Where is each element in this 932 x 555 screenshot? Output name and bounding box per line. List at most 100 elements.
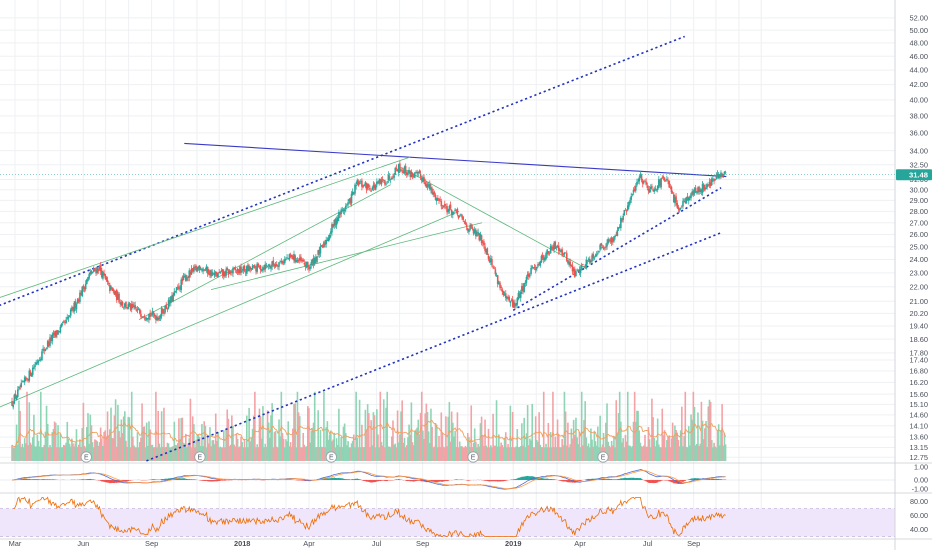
candle-body — [244, 266, 246, 271]
macd-histogram-bar — [360, 479, 361, 480]
candle-body — [495, 269, 497, 274]
candle-body — [391, 178, 393, 180]
candle-body — [134, 305, 136, 308]
candle-body — [264, 264, 266, 269]
candle-body — [41, 351, 43, 360]
candle-body — [234, 267, 236, 270]
candle-body — [671, 187, 673, 193]
earnings-marker[interactable]: E — [326, 452, 336, 462]
trendline-green-trend[interactable] — [0, 211, 459, 419]
candle-body — [302, 260, 304, 262]
candle-body — [260, 266, 262, 270]
candle-body — [638, 178, 640, 182]
candle-body — [622, 216, 624, 220]
earnings-marker-label: E — [84, 455, 89, 462]
price-tick-label: 24.00 — [910, 255, 929, 264]
time-tick-label: Sep — [687, 539, 700, 548]
candle-body — [660, 178, 662, 187]
rsi-tick-label: 40.00 — [910, 525, 928, 534]
candle-body — [607, 239, 609, 243]
candle-body — [653, 190, 655, 192]
rsi-band — [0, 509, 895, 537]
candle-body — [153, 312, 155, 314]
trendline-recent-support[interactable] — [513, 188, 721, 311]
candle-body — [598, 251, 600, 252]
candle-body — [359, 183, 361, 185]
candle-body — [186, 278, 188, 281]
candle-body — [442, 208, 444, 209]
candle-body — [268, 264, 270, 265]
candle-body — [375, 185, 377, 189]
candle-body — [672, 193, 674, 194]
earnings-marker-label: E — [329, 455, 334, 462]
candle-body — [695, 188, 697, 193]
candle-body — [665, 181, 667, 182]
candle-body — [45, 349, 47, 351]
candle-body — [363, 185, 365, 186]
candle-body — [525, 283, 527, 284]
candle-body — [492, 266, 494, 267]
candle-body — [163, 312, 165, 313]
candle-body — [419, 171, 421, 174]
candle-body — [444, 204, 446, 206]
price-tick-label: 12.75 — [910, 453, 929, 462]
earnings-marker[interactable]: E — [195, 452, 205, 462]
candle-body — [558, 246, 560, 251]
earnings-marker-label: E — [471, 455, 476, 462]
candle-body — [393, 175, 395, 178]
candle-body — [38, 361, 40, 363]
candle-body — [725, 172, 727, 173]
time-tick-label: Jun — [77, 539, 89, 548]
candle-body — [85, 284, 87, 289]
candle-body — [344, 210, 346, 211]
candle-body — [565, 252, 567, 253]
earnings-marker[interactable]: E — [468, 452, 478, 462]
candle-body — [267, 267, 269, 268]
last-price-label: 31.48 — [909, 171, 928, 180]
candle-body — [679, 209, 681, 210]
candle-body — [65, 320, 67, 324]
candle-body — [487, 248, 489, 255]
price-tick-label: 30.00 — [910, 185, 929, 194]
candle-body — [635, 186, 637, 191]
candle-body — [600, 243, 602, 246]
candle-body — [651, 186, 653, 188]
candle-body — [668, 181, 670, 188]
trendline-green-mid[interactable] — [211, 223, 482, 290]
candle-body — [389, 176, 391, 178]
candle-body — [647, 186, 649, 188]
candle-body — [361, 181, 363, 187]
candle-body — [20, 383, 22, 388]
candle-body — [368, 184, 370, 186]
candle-body — [118, 294, 120, 303]
candle-body — [641, 175, 643, 180]
candle-body — [664, 178, 666, 181]
earnings-marker[interactable]: E — [81, 452, 91, 462]
time-tick-label: Mar — [9, 539, 22, 548]
candle-body — [678, 207, 680, 209]
price-tick-label: 13.60 — [910, 433, 929, 442]
price-tick-label: 15.10 — [910, 400, 929, 409]
candle-body — [382, 179, 384, 180]
candle-body — [60, 327, 62, 333]
candle-body — [657, 186, 659, 190]
time-tick-label: Jul — [643, 539, 653, 548]
candle-body — [381, 180, 383, 185]
candle-body — [52, 335, 54, 341]
candle-body — [401, 170, 403, 171]
earnings-marker[interactable]: E — [598, 452, 608, 462]
candle-body — [345, 206, 347, 210]
candle-body — [140, 314, 142, 317]
candle-body — [19, 388, 21, 389]
candle-body — [17, 390, 19, 397]
candle-body — [307, 262, 309, 267]
candle-body — [200, 269, 202, 270]
candle-body — [174, 292, 176, 296]
candle-body — [581, 265, 583, 270]
candle-body — [488, 256, 490, 259]
price-tick-label: 20.20 — [910, 309, 929, 318]
macd-tick-label: 0.00 — [914, 476, 928, 485]
